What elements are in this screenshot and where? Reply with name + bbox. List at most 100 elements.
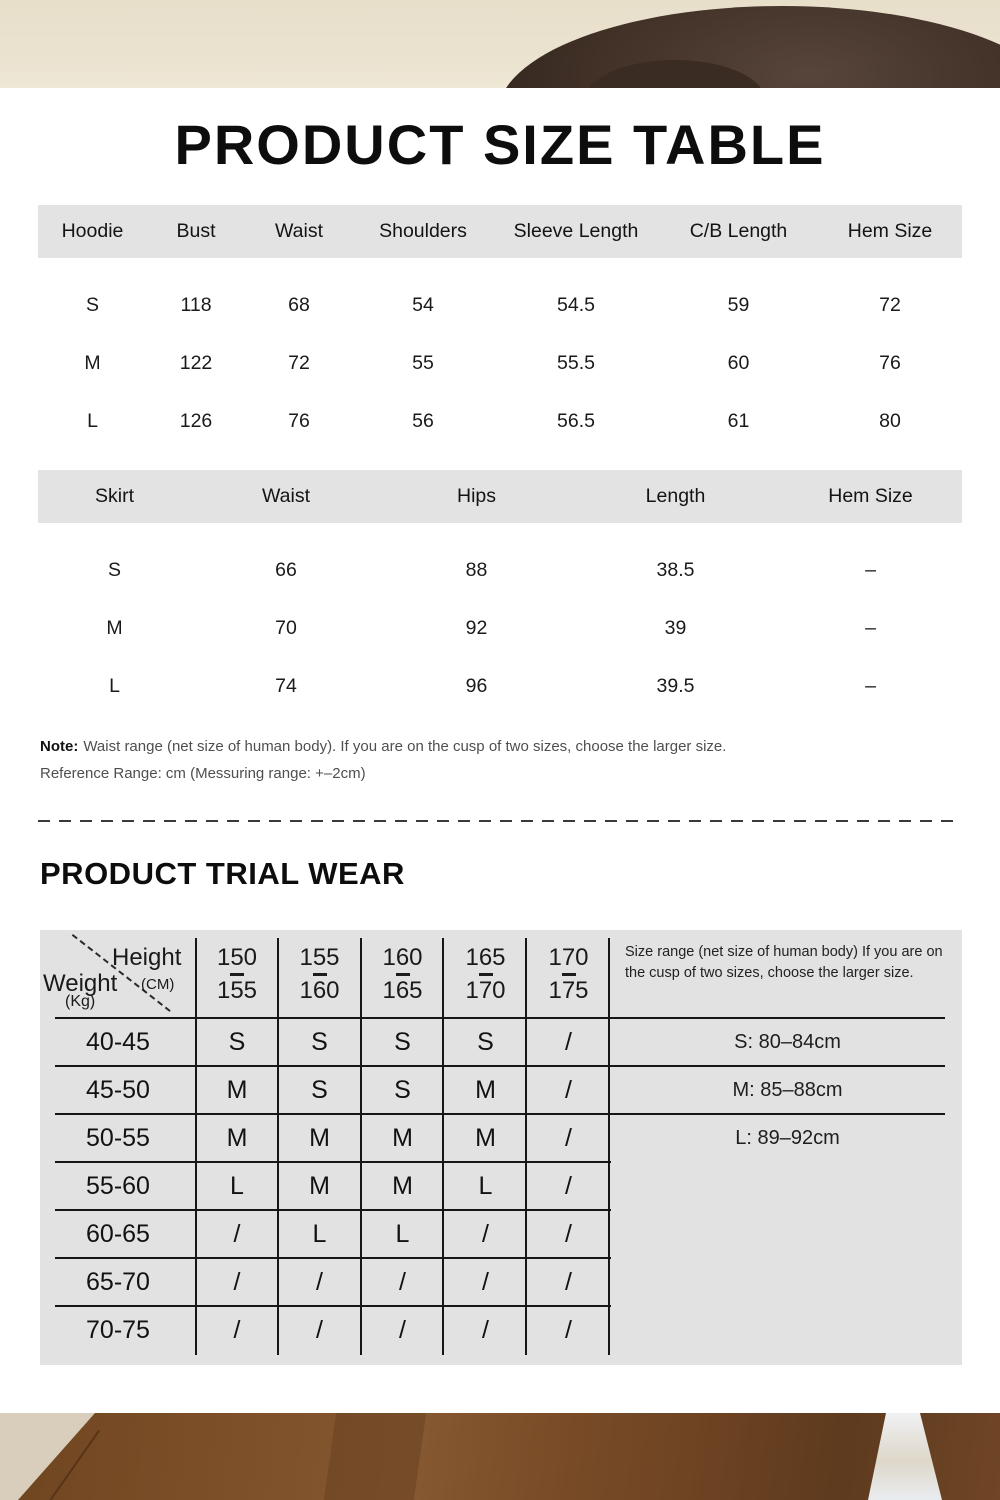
hoodie-row-m: M 122 72 55 55.5 60 76 (38, 334, 962, 392)
hoodie-cell: L (87, 409, 98, 432)
skirt-cell: – (865, 674, 876, 697)
weight-label: 55-60 (86, 1171, 150, 1200)
skirt-header-cell: Length (645, 485, 706, 507)
size-cell: L (312, 1219, 327, 1248)
size-note: Note: Waist range (net size of human body… (40, 733, 726, 787)
weight-label: 40-45 (86, 1027, 150, 1056)
weight-label: 45-50 (86, 1075, 150, 1104)
size-cell: / (565, 1267, 572, 1296)
table-hline (55, 1209, 611, 1211)
size-cell: / (399, 1315, 406, 1344)
hoodie-cell: 54 (412, 293, 434, 316)
hoodie-cell: 60 (727, 351, 750, 374)
hoodie-cell: 55.5 (557, 351, 595, 374)
skirt-cell: 92 (465, 616, 488, 639)
height-from: 160 (382, 943, 423, 971)
range-dash (478, 972, 493, 976)
skirt-header-cell: Hem Size (828, 485, 913, 507)
hoodie-cell: 59 (727, 293, 750, 316)
skirt-cell: 39.5 (656, 674, 695, 697)
size-range-l: L: 89–92cm (735, 1126, 840, 1149)
hoodie-cell: 126 (179, 409, 213, 432)
skirt-cell: 70 (275, 616, 297, 639)
skirt-header-cell: Hips (456, 485, 496, 507)
corner-height-label: Height (112, 944, 182, 971)
note-text: Waist range (net size of human body). If… (83, 738, 727, 755)
coat-photo-bottom (0, 1413, 1000, 1500)
hoodie-cell: 118 (180, 293, 212, 316)
size-table-title: PRODUCT SIZE TABLE (174, 113, 826, 176)
skirt-table-header: Skirt Waist Hips Length Hem Size (38, 470, 962, 523)
table-hline (55, 1113, 945, 1115)
trial-wear-title: PRODUCT TRIAL WEAR (40, 856, 405, 891)
corner-weight-unit: (Kg) (65, 993, 96, 1010)
size-cell: S (311, 1075, 328, 1104)
hoodie-row-l: L 126 76 56 56.5 61 80 (38, 392, 962, 450)
trial-row: 50-55 M M M M / (40, 1114, 610, 1162)
height-to: 160 (299, 976, 340, 1004)
size-cell: / (565, 1123, 572, 1152)
height-to: 175 (548, 976, 589, 1004)
skirt-cell: – (865, 616, 876, 639)
height-to: 155 (216, 976, 258, 1004)
dashed-divider (38, 820, 962, 822)
weight-label: 65-70 (86, 1267, 150, 1296)
size-cell: / (233, 1315, 241, 1344)
height-column: 165 170 (444, 930, 527, 1018)
table-hline (55, 1257, 611, 1259)
size-cell: M (309, 1171, 330, 1200)
hoodie-cell: S (85, 293, 99, 316)
height-column: 170 175 (527, 930, 610, 1018)
shirt-white-wedge (868, 1413, 942, 1500)
table-vline (195, 938, 197, 1355)
trial-row: 55-60 L M M L / (40, 1162, 610, 1210)
hoodie-cell: 56 (412, 409, 434, 432)
note-line-1: Note: Waist range (net size of human body… (40, 733, 726, 760)
size-cell: M (309, 1123, 330, 1152)
hoodie-header-cell: Shoulders (379, 220, 467, 242)
size-cell: L (230, 1171, 244, 1200)
size-cell: L (395, 1219, 410, 1248)
hoodie-cell: 56.5 (557, 409, 595, 432)
skirt-row-s: S 66 88 38.5 – (38, 541, 962, 599)
size-cell: S (477, 1027, 494, 1056)
trial-row: 40-45 S S S S / (40, 1018, 610, 1066)
size-cell: M (475, 1075, 496, 1104)
hoodie-cell: 72 (879, 293, 901, 316)
weight-label: 70-75 (86, 1315, 150, 1344)
range-dash (561, 972, 576, 976)
hoodie-header-cell: Bust (176, 220, 216, 242)
background-beige-wedge (0, 1413, 95, 1500)
size-cell: M (475, 1123, 496, 1152)
size-cell: S (228, 1027, 246, 1056)
height-to: 165 (382, 976, 423, 1004)
table-vline (277, 938, 279, 1355)
skirt-cell: 66 (275, 558, 297, 581)
skirt-cell: 96 (465, 674, 488, 697)
note-line-2: Reference Range: cm (Messuring range: +–… (40, 765, 366, 782)
size-cell: / (482, 1219, 489, 1248)
hoodie-header-cell: Sleeve Length (513, 220, 639, 242)
size-cell: / (316, 1267, 323, 1296)
skirt-cell: L (109, 674, 120, 697)
height-from: 165 (465, 943, 506, 971)
weight-label: 60-65 (86, 1219, 150, 1248)
hoodie-cell: 54.5 (557, 293, 595, 316)
size-cell: M (392, 1123, 413, 1152)
skirt-cell: 74 (275, 674, 297, 697)
hoodie-cell: 80 (879, 409, 901, 432)
trial-row: 60-65 / L L / / (40, 1210, 610, 1258)
hoodie-cell: 76 (288, 409, 310, 432)
size-cell: / (233, 1219, 241, 1248)
hoodie-cell: 122 (179, 351, 213, 374)
height-column: 155 160 (278, 930, 361, 1018)
note-label: Note: (40, 738, 79, 755)
trial-wear-table: Height (CM) Weight (Kg) 150 155 155 160 … (40, 930, 962, 1365)
table-hline (55, 1017, 945, 1019)
size-cell: / (565, 1219, 572, 1248)
size-range-m: M: 85–88cm (732, 1078, 843, 1101)
size-cell: / (399, 1267, 406, 1296)
table-vline (525, 938, 527, 1355)
hoodie-cell: 61 (727, 409, 750, 432)
size-cell: S (394, 1027, 411, 1056)
